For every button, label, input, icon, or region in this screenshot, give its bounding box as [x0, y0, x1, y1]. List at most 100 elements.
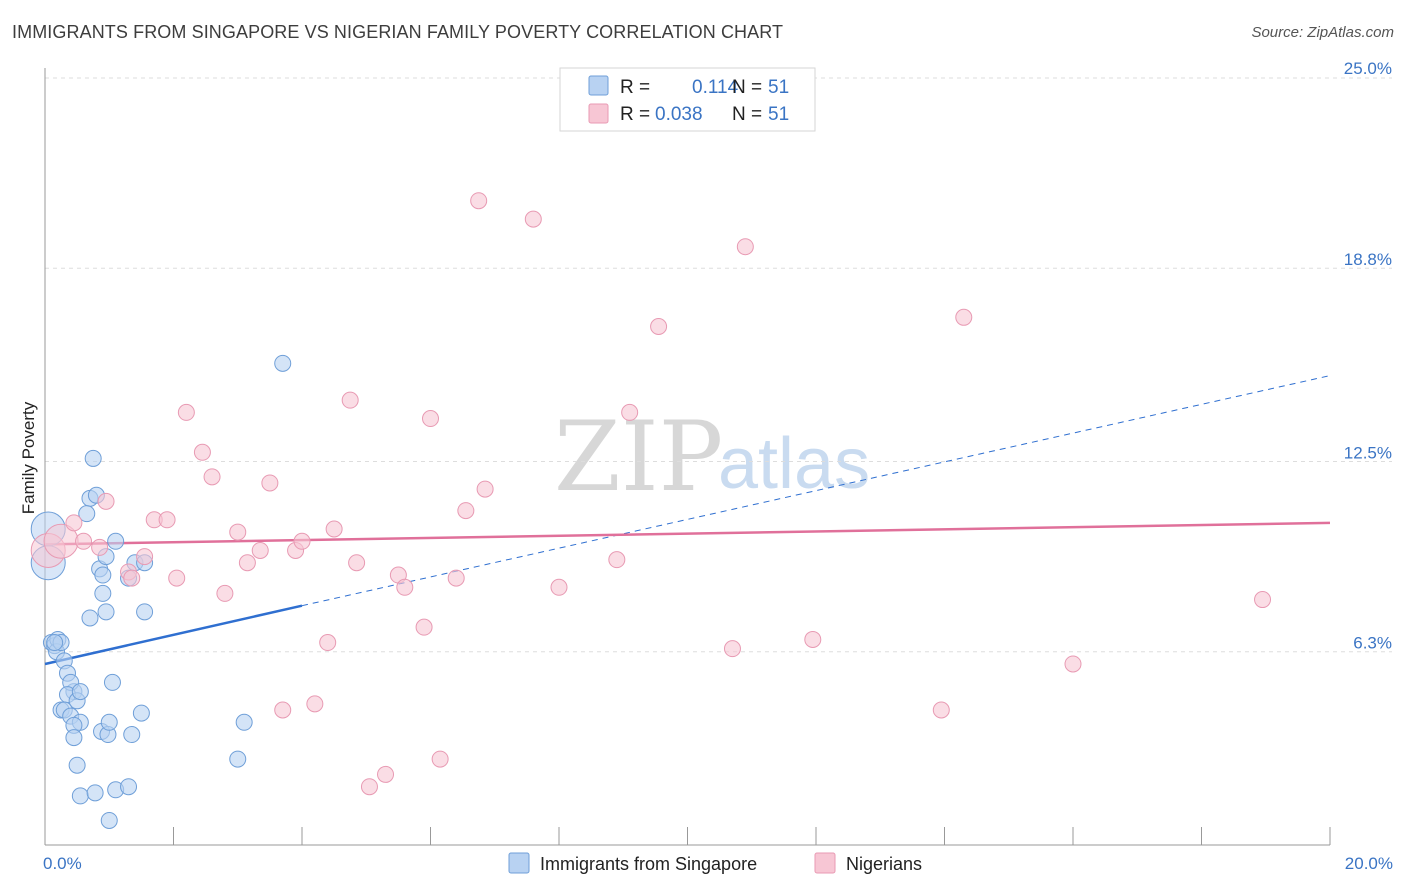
nigerians-point — [348, 554, 366, 572]
source-credit: Source: ZipAtlas.com — [1251, 24, 1394, 41]
singapore-point — [94, 584, 112, 602]
nigerians-point — [306, 695, 324, 713]
nigerians-point — [377, 765, 395, 783]
nigerians-point — [75, 532, 93, 550]
nigerians-point — [65, 514, 83, 532]
nigerians-point — [136, 548, 154, 566]
nigerians-point — [158, 511, 176, 529]
y-axis-label: Family Poverty — [19, 401, 38, 514]
nigerians-point — [457, 502, 475, 520]
nigerians-point — [470, 192, 488, 210]
nigerians-point — [238, 554, 256, 572]
nigerians-point — [524, 210, 542, 228]
singapore-point — [100, 713, 118, 731]
bottom-legend-label-nigerians: Nigerians — [846, 854, 922, 874]
bottom-legend-label-singapore: Immigrants from Singapore — [540, 854, 757, 874]
legend-r-label-2: R = — [620, 104, 650, 125]
nigerians-point — [431, 750, 449, 768]
nigerians-point — [723, 640, 741, 658]
nigerians-point — [319, 634, 337, 652]
singapore-trend-line — [44, 604, 303, 666]
singapore-point — [68, 756, 86, 774]
series-nigerians-points — [30, 192, 1272, 796]
y-tick-label: 12.5% — [1344, 444, 1392, 463]
axes — [44, 68, 1331, 846]
bottom-legend-swatch-pink — [814, 852, 836, 874]
singapore-point — [84, 449, 102, 467]
y-tick-label: 18.8% — [1344, 250, 1392, 269]
legend-swatch-pink — [588, 103, 609, 124]
legend-swatch-blue — [588, 75, 609, 96]
nigerians-point — [123, 569, 141, 587]
chart-title: IMMIGRANTS FROM SINGAPORE VS NIGERIAN FA… — [12, 22, 784, 42]
singapore-point — [46, 634, 64, 652]
nigerians-point — [1064, 655, 1082, 673]
nigerians-point — [97, 492, 115, 510]
gridlines — [45, 77, 1392, 653]
nigerians-point — [396, 578, 414, 596]
singapore-point — [123, 726, 141, 744]
tick-labels: 6.3% 12.5% 18.8% 25.0% 0.0% 20.0% — [43, 59, 1393, 873]
nigerians-point — [804, 630, 822, 648]
nigerians-point — [168, 569, 186, 587]
correlation-legend: R = 0.114 N = 51 R = 0.038 N = 51 — [559, 67, 816, 132]
nigerians-point — [955, 308, 973, 326]
x-tick-label-min: 0.0% — [43, 854, 82, 873]
nigerians-point — [229, 523, 247, 541]
nigerians-trend-line — [44, 521, 1331, 546]
singapore-point — [97, 603, 115, 621]
singapore-point — [235, 713, 253, 731]
legend-n-label-2: N = — [732, 104, 762, 125]
singapore-point — [71, 787, 89, 805]
y-tick-label: 25.0% — [1344, 59, 1392, 78]
singapore-point — [100, 811, 118, 829]
watermark-zip: ZIP — [554, 401, 723, 513]
nigerians-point — [91, 538, 109, 556]
legend-n-value-2: 51 — [768, 104, 789, 125]
singapore-point — [136, 603, 154, 621]
legend-r-value-1: 0.114 — [692, 77, 739, 98]
legend-r-value-2: 0.038 — [655, 104, 703, 125]
nigerians-point — [274, 701, 292, 719]
nigerians-point — [932, 701, 950, 719]
series-singapore-points — [30, 354, 292, 829]
series-legend: Immigrants from Singapore Nigerians — [508, 852, 922, 874]
singapore-point — [229, 750, 247, 768]
legend-n-label-1: N = — [732, 77, 762, 98]
legend-n-value-1: 51 — [768, 77, 789, 98]
nigerians-point — [193, 443, 211, 461]
nigerians-point — [650, 318, 668, 336]
singapore-point — [71, 683, 89, 701]
singapore-point — [86, 784, 104, 802]
nigerians-point — [621, 403, 639, 421]
singapore-point — [120, 778, 138, 796]
singapore-point — [107, 532, 125, 550]
nigerians-point — [736, 238, 754, 256]
nigerians-point — [325, 520, 343, 538]
nigerians-point — [216, 584, 234, 602]
nigerians-point — [177, 403, 195, 421]
nigerians-point — [293, 532, 311, 550]
y-tick-label: 6.3% — [1353, 634, 1392, 653]
singapore-point — [274, 354, 292, 372]
watermark-atlas: atlas — [718, 424, 870, 504]
nigerians-point — [415, 618, 433, 636]
singapore-point — [103, 673, 121, 691]
bottom-legend-swatch-blue — [508, 852, 530, 874]
x-tick-label-max: 20.0% — [1345, 854, 1393, 873]
nigerians-point — [1254, 591, 1272, 609]
trend-lines — [44, 375, 1331, 666]
singapore-point — [65, 729, 83, 747]
legend-r-label-1: R = — [620, 77, 650, 98]
nigerians-point — [203, 468, 221, 486]
nigerians-point — [422, 410, 439, 428]
nigerians-point — [550, 578, 568, 596]
nigerians-point — [251, 541, 269, 559]
nigerians-point — [447, 569, 465, 587]
singapore-point — [78, 505, 96, 523]
singapore-point — [132, 704, 150, 722]
singapore-point — [94, 566, 112, 584]
singapore-point — [81, 609, 99, 627]
nigerians-point — [476, 480, 494, 498]
